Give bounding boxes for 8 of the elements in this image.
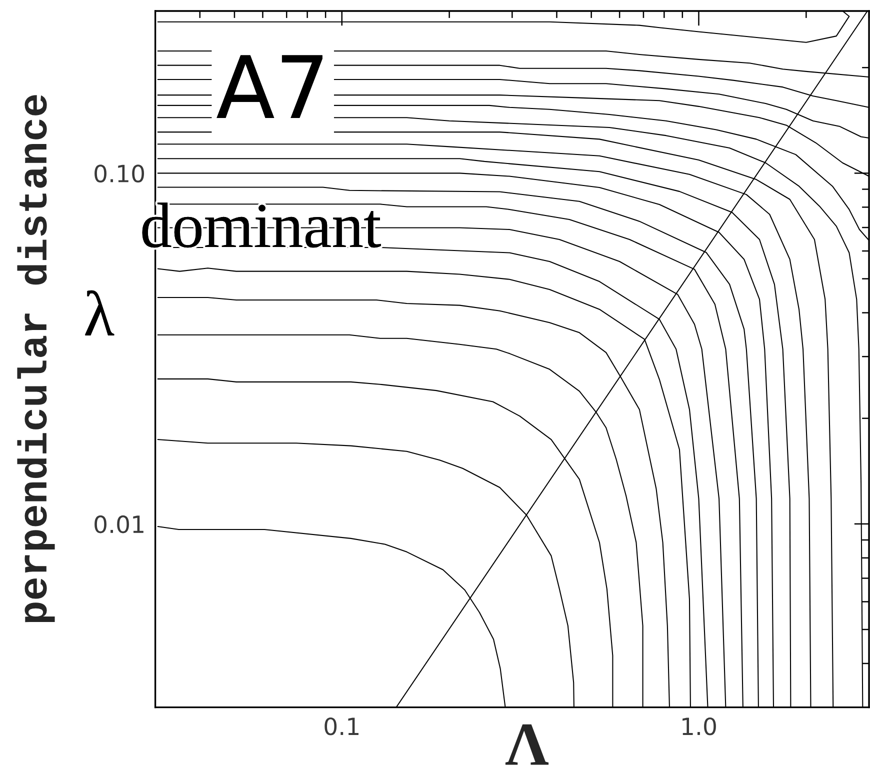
text: λ <box>85 290 114 336</box>
y-tick-label: 0.01 <box>94 515 144 534</box>
x-tick-label: 1.0 <box>682 717 716 736</box>
x-tick-label: 0.1 <box>324 717 358 736</box>
x-axis-title: Λ <box>505 724 549 765</box>
y-tick-label: 0.10 <box>94 164 144 182</box>
y-axis-title: perpendicular distance <box>17 95 55 622</box>
annotation: A7 <box>216 55 322 118</box>
